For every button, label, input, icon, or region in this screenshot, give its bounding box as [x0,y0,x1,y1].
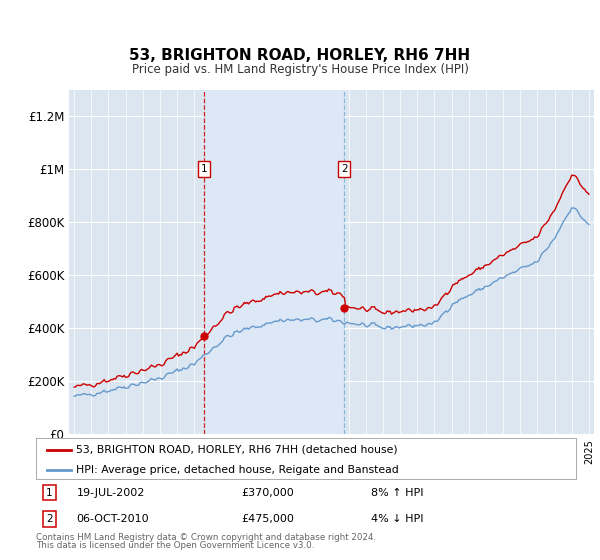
Text: 2: 2 [341,164,347,174]
Text: 1: 1 [201,164,208,174]
Text: Contains HM Land Registry data © Crown copyright and database right 2024.: Contains HM Land Registry data © Crown c… [36,533,376,542]
Text: 1: 1 [46,488,53,497]
Text: HPI: Average price, detached house, Reigate and Banstead: HPI: Average price, detached house, Reig… [77,465,399,475]
Text: £475,000: £475,000 [241,514,294,524]
Text: 4% ↓ HPI: 4% ↓ HPI [371,514,424,524]
Text: 2: 2 [46,514,53,524]
Bar [204,90,344,434]
Text: 53, BRIGHTON ROAD, HORLEY, RH6 7HH: 53, BRIGHTON ROAD, HORLEY, RH6 7HH [130,49,470,63]
Text: 8% ↑ HPI: 8% ↑ HPI [371,488,424,497]
Text: 53, BRIGHTON ROAD, HORLEY, RH6 7HH (detached house): 53, BRIGHTON ROAD, HORLEY, RH6 7HH (deta… [77,445,398,455]
Text: 19-JUL-2002: 19-JUL-2002 [77,488,145,497]
Text: Price paid vs. HM Land Registry's House Price Index (HPI): Price paid vs. HM Land Registry's House … [131,63,469,76]
Text: 06-OCT-2010: 06-OCT-2010 [77,514,149,524]
Text: £370,000: £370,000 [241,488,294,497]
Text: This data is licensed under the Open Government Licence v3.0.: This data is licensed under the Open Gov… [36,541,314,550]
